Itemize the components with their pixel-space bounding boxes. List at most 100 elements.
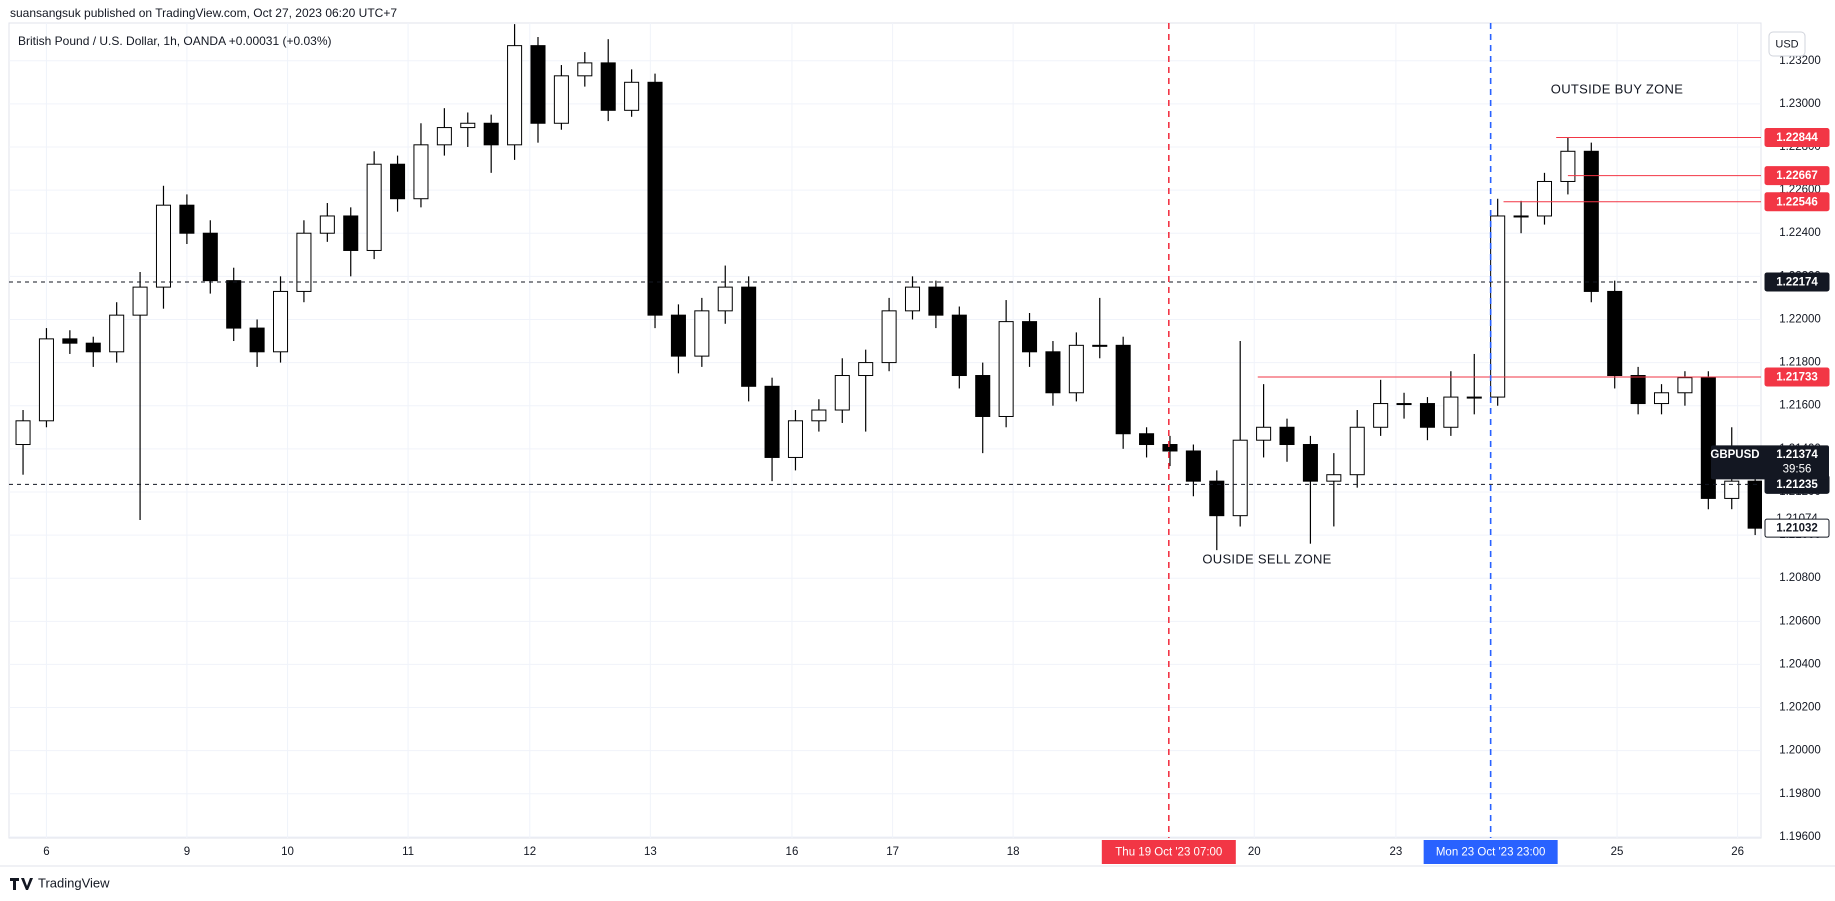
candle-body (1677, 377, 1693, 394)
candle-body (951, 314, 967, 377)
candle-body (179, 204, 195, 234)
candle-body (1747, 480, 1763, 529)
level-tag (1764, 272, 1830, 292)
candle-body (764, 385, 780, 458)
level-tag-label: 1.22844 (1776, 132, 1818, 144)
candle-body (530, 45, 546, 124)
y-tick-label: 1.21600 (1779, 400, 1821, 412)
candle-body (1115, 344, 1131, 435)
candle-body (1022, 321, 1038, 353)
candle-body (1045, 351, 1061, 394)
candle-body (436, 127, 452, 146)
candle-body (38, 338, 54, 422)
candle-body (507, 45, 523, 146)
level-tag (1764, 192, 1830, 212)
candle-body (226, 280, 242, 329)
y-tick-label: 1.20400 (1779, 658, 1821, 670)
x-tick-label: 10 (281, 846, 294, 858)
price-tag (1764, 518, 1830, 538)
candle-body (366, 163, 382, 251)
candle-body (553, 75, 569, 124)
candle-body (109, 314, 125, 353)
candle-body (1536, 180, 1553, 217)
x-tick-label: 20 (1248, 846, 1261, 858)
annotation: OUTSIDE BUY ZONE (1551, 81, 1683, 96)
candle-body (1139, 433, 1155, 446)
last-price-label: 1.21374 (1776, 449, 1818, 461)
candle-body (647, 81, 663, 316)
y-tick-label: 1.20200 (1779, 702, 1821, 714)
countdown-label: 39:56 (1783, 463, 1812, 475)
time-marker-label: Mon 23 Oct '23 23:00 (1436, 847, 1546, 859)
x-tick-label: 18 (1007, 846, 1020, 858)
candle-body (132, 286, 148, 316)
candle-body (460, 122, 476, 129)
level-tag (1764, 367, 1830, 387)
candle-body (1583, 150, 1599, 292)
candle-body (1560, 150, 1576, 182)
currency-label[interactable]: USD (1775, 38, 1798, 50)
candle-body (343, 215, 359, 251)
candle-body (741, 286, 757, 387)
candle-body (1466, 396, 1482, 399)
time-marker-label: Thu 19 Oct '23 07:00 (1115, 847, 1222, 859)
candle-body (904, 286, 921, 312)
candle-body (1279, 426, 1295, 446)
x-tick-label: 6 (43, 846, 49, 858)
footer-brand: TradingView (38, 875, 110, 890)
candle-body (624, 81, 640, 111)
candle-body (1185, 450, 1201, 482)
candle-body (1373, 403, 1389, 428)
candle-body (483, 122, 499, 146)
level-tag (1764, 127, 1830, 147)
annotation: OUSIDE SELL ZONE (1202, 551, 1331, 566)
x-tick-label: 25 (1611, 846, 1624, 858)
level-tag-label: 1.22174 (1776, 276, 1818, 288)
x-tick-label: 17 (886, 846, 899, 858)
candle-body (85, 342, 101, 353)
symbol-label: GBPUSD (1710, 449, 1759, 461)
time-marker-tag (1423, 840, 1558, 864)
price-tag-label: 1.21032 (1776, 523, 1818, 535)
x-tick-label: 11 (402, 846, 414, 858)
candle-body (670, 314, 686, 357)
candle-body (1162, 444, 1178, 452)
candle-body (998, 321, 1014, 417)
plot-area (9, 23, 1763, 838)
axes: 1.19600 1.19800 1.20000 1.20200 1.20400 1.206… (9, 23, 1834, 864)
candle-body (1724, 480, 1740, 499)
level-tag-label: 1.22667 (1776, 170, 1818, 182)
candle-body (834, 375, 850, 411)
y-tick-label: 1.20800 (1779, 572, 1821, 584)
symbol-legend: British Pound / U.S. Dollar, 1h, OANDA +… (18, 34, 332, 48)
y-tick-label: 1.19600 (1779, 831, 1821, 843)
candle-body (296, 232, 312, 292)
candle-body (155, 204, 172, 288)
x-tick-label: 16 (786, 846, 799, 858)
last-price-tag (1711, 445, 1829, 480)
candle-body (1700, 377, 1716, 499)
x-tick-label: 12 (523, 846, 536, 858)
candle-body (249, 327, 265, 353)
currency-button[interactable] (1768, 31, 1806, 57)
candle-body (202, 232, 218, 282)
plot-frame (8, 22, 1762, 839)
candle-body (1653, 392, 1670, 405)
level-tag-label: 1.21733 (1776, 372, 1818, 384)
price-axis (1762, 23, 1834, 838)
y-tick-label: 1.22000 (1779, 313, 1821, 325)
candle-body (1443, 396, 1459, 428)
candle-body (975, 375, 991, 417)
candle-body (1490, 215, 1506, 398)
y-tick-label: 1.22400 (1779, 227, 1821, 239)
candle-body (1349, 426, 1365, 476)
x-tick-label: 9 (184, 846, 190, 858)
candle-body (62, 338, 78, 344)
candle-body (1232, 439, 1248, 517)
tradingview-logo (10, 878, 33, 890)
candle-body (1326, 474, 1342, 482)
candle-body (1256, 426, 1272, 441)
y-tick-label: 1.20600 (1779, 615, 1821, 627)
